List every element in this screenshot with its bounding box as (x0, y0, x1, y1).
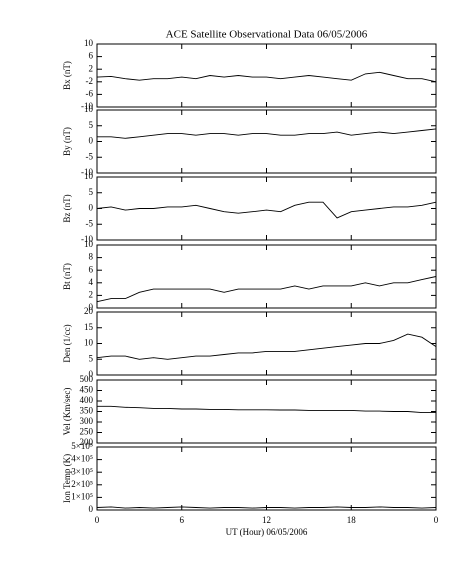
x-axis-label: UT (Hour) 06/05/2006 (226, 527, 308, 537)
y-tick-label: 0 (89, 302, 94, 312)
y-tick-label: 2×10⁵ (71, 479, 93, 489)
x-tick-label: 6 (180, 515, 185, 525)
y-tick-label: 10 (84, 38, 94, 48)
x-tick-label: 0 (95, 515, 100, 525)
y-tick-label: 1×10⁵ (71, 491, 93, 501)
y-tick-label: 350 (80, 406, 94, 416)
y-tick-label: -6 (86, 88, 94, 98)
y-tick-label: 5 (89, 187, 94, 197)
y-tick-label: -2 (86, 76, 94, 86)
y-tick-label: 450 (80, 385, 94, 395)
y-tick-label: 400 (80, 395, 94, 405)
y-tick-label: 500 (80, 374, 94, 384)
data-line (97, 405, 436, 414)
y-tick-label: -10 (81, 234, 93, 244)
y-tick-label: 10 (84, 338, 94, 348)
y-tick-label: 10 (84, 104, 94, 114)
y-tick-label: 3×10⁵ (71, 466, 93, 476)
y-axis-label: By (nT) (62, 127, 72, 156)
y-axis-label: Vel (Km/sec) (62, 388, 72, 436)
y-tick-label: -10 (81, 167, 93, 177)
y-tick-label: 8 (89, 252, 94, 262)
y-tick-label: 4 (89, 277, 94, 287)
panel-frame (96, 43, 437, 108)
x-tick-label: 18 (347, 515, 357, 525)
y-axis-label: Bx (nT) (62, 61, 72, 90)
data-line (96, 201, 437, 219)
y-axis-label: Bz (nT) (62, 194, 72, 222)
y-axis-label: Den (1/cc) (62, 324, 72, 362)
y-tick-label: 5 (89, 353, 94, 363)
chart-title: ACE Satellite Observational Data 06/05/2… (166, 29, 368, 41)
y-tick-label: 0 (89, 504, 94, 514)
x-tick-label: 0 (434, 515, 439, 525)
panel-frame (96, 244, 437, 309)
data-line (96, 333, 437, 360)
y-tick-label: 200 (80, 437, 94, 447)
y-axis-label: Ion Temp (K) (62, 454, 72, 503)
data-line (96, 276, 437, 303)
y-tick-label: 6 (89, 51, 94, 61)
y-tick-label: 10 (84, 239, 94, 249)
y-tick-label: 4×10⁵ (71, 454, 93, 464)
y-tick-label: 2 (89, 63, 94, 73)
y-tick-label: 0 (89, 203, 94, 213)
y-tick-label: 0 (89, 136, 94, 146)
panel-frame (96, 109, 437, 174)
x-tick-label: 12 (262, 515, 271, 525)
y-tick-label: 2 (89, 289, 94, 299)
y-tick-label: 5×10⁵ (71, 441, 93, 451)
y-tick-label: 250 (80, 427, 94, 437)
y-tick-label: -5 (86, 218, 94, 228)
y-tick-label: -10 (81, 101, 93, 111)
y-tick-label: 15 (84, 322, 94, 332)
panel-frame (96, 446, 437, 511)
data-line (97, 128, 437, 139)
data-line (96, 506, 437, 509)
y-axis-label: Bt (nT) (62, 263, 72, 290)
y-tick-label: 20 (84, 306, 94, 316)
y-tick-label: 10 (84, 171, 94, 181)
y-tick-label: 0 (89, 369, 94, 379)
y-tick-label: 5 (89, 120, 94, 130)
panel-frame (96, 311, 437, 376)
y-tick-label: 6 (89, 264, 94, 274)
y-tick-label: 300 (80, 416, 94, 426)
data-line (96, 71, 437, 83)
y-tick-label: -5 (86, 151, 94, 161)
